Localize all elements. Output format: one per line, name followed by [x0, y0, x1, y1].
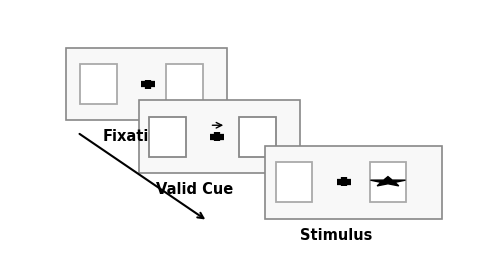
Text: Valid Cue: Valid Cue: [156, 182, 233, 197]
Polygon shape: [370, 177, 405, 186]
Bar: [80, 64, 116, 105]
Text: Fixation: Fixation: [102, 129, 169, 144]
Bar: [149, 117, 186, 157]
Text: Stimulus: Stimulus: [299, 228, 372, 243]
Bar: [139, 100, 300, 173]
Bar: [370, 162, 406, 202]
Bar: [265, 146, 442, 219]
Bar: [166, 64, 203, 105]
Bar: [239, 117, 276, 157]
Bar: [66, 48, 227, 120]
Bar: [276, 162, 312, 202]
